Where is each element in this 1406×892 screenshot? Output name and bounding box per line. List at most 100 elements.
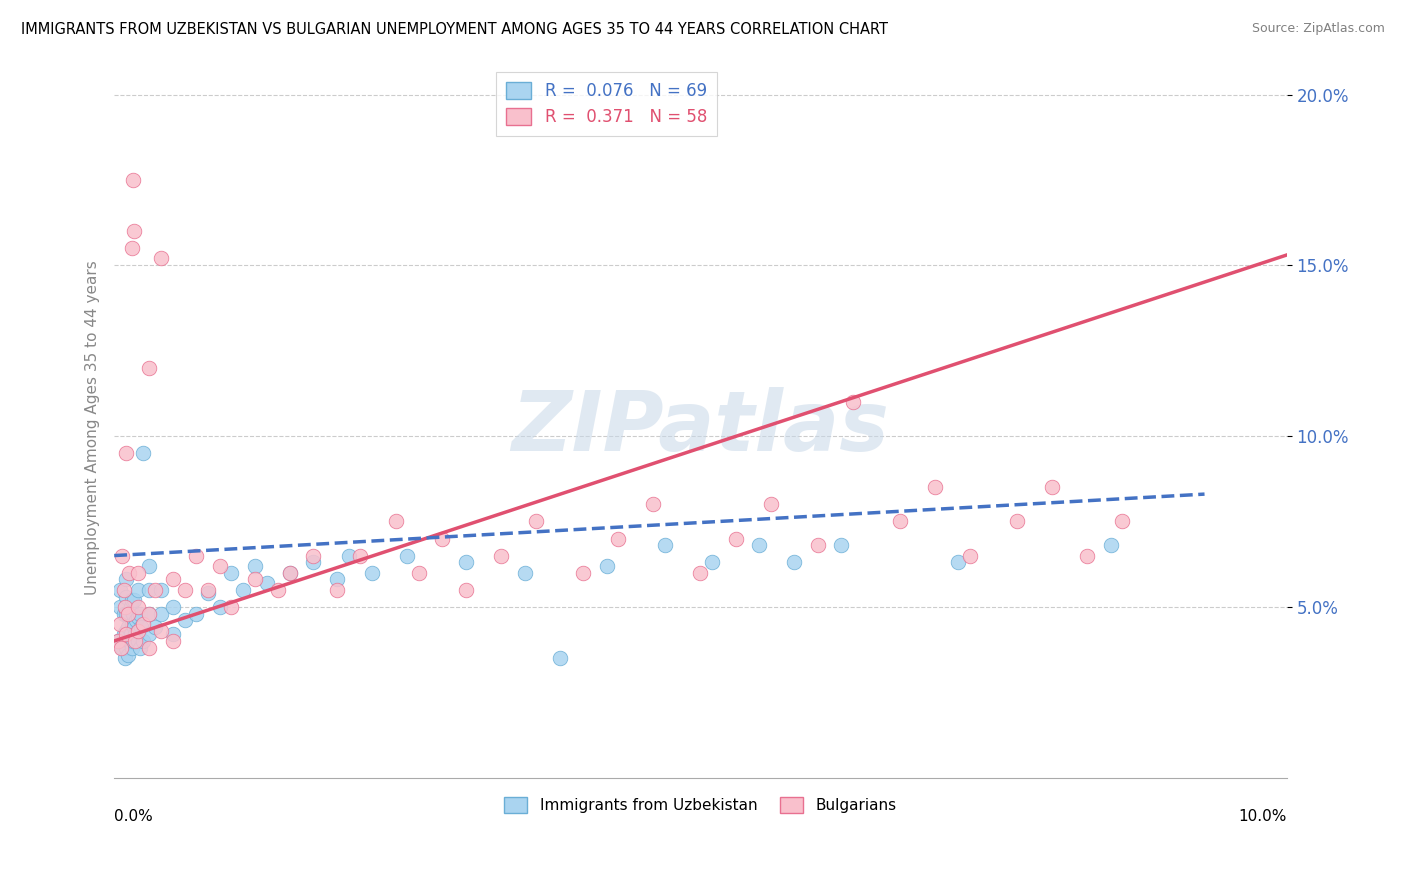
Point bbox=[118, 634, 141, 648]
Point bbox=[361, 566, 384, 580]
Point bbox=[959, 549, 981, 563]
Point bbox=[129, 640, 152, 655]
Point bbox=[150, 607, 173, 621]
Point bbox=[408, 566, 430, 580]
Point bbox=[1099, 538, 1122, 552]
Point bbox=[122, 173, 145, 187]
Point bbox=[118, 566, 141, 580]
Point bbox=[138, 558, 160, 573]
Point bbox=[122, 634, 145, 648]
Point bbox=[243, 573, 266, 587]
Point bbox=[489, 549, 512, 563]
Point bbox=[138, 627, 160, 641]
Point bbox=[107, 634, 129, 648]
Point bbox=[221, 566, 243, 580]
Point bbox=[111, 640, 134, 655]
Point bbox=[607, 532, 630, 546]
Point bbox=[654, 538, 676, 552]
Point bbox=[143, 582, 166, 597]
Point bbox=[115, 607, 138, 621]
Point bbox=[132, 446, 155, 460]
Point bbox=[118, 607, 141, 621]
Text: 0.0%: 0.0% bbox=[114, 809, 153, 824]
Y-axis label: Unemployment Among Ages 35 to 44 years: Unemployment Among Ages 35 to 44 years bbox=[86, 260, 100, 595]
Point bbox=[572, 566, 595, 580]
Point bbox=[132, 634, 155, 648]
Point bbox=[122, 593, 145, 607]
Point bbox=[150, 252, 173, 266]
Point bbox=[221, 599, 243, 614]
Point bbox=[115, 640, 138, 655]
Point bbox=[948, 556, 970, 570]
Point bbox=[748, 538, 770, 552]
Point bbox=[689, 566, 711, 580]
Point bbox=[108, 582, 131, 597]
Point bbox=[830, 538, 852, 552]
Point bbox=[1111, 515, 1133, 529]
Point bbox=[278, 566, 301, 580]
Point bbox=[924, 480, 946, 494]
Point bbox=[889, 515, 911, 529]
Point bbox=[115, 446, 138, 460]
Point bbox=[1040, 480, 1063, 494]
Point bbox=[454, 556, 477, 570]
Point bbox=[700, 556, 723, 570]
Point bbox=[208, 599, 231, 614]
Point bbox=[267, 582, 290, 597]
Point bbox=[162, 573, 184, 587]
Point bbox=[127, 610, 149, 624]
Point bbox=[132, 616, 155, 631]
Point bbox=[127, 599, 149, 614]
Point bbox=[197, 582, 219, 597]
Point bbox=[115, 590, 138, 604]
Point bbox=[127, 624, 149, 638]
Point bbox=[232, 582, 254, 597]
Point bbox=[162, 599, 184, 614]
Point bbox=[124, 634, 146, 648]
Point bbox=[115, 624, 138, 638]
Point bbox=[143, 620, 166, 634]
Point bbox=[302, 556, 325, 570]
Point bbox=[173, 614, 195, 628]
Point bbox=[121, 616, 143, 631]
Point bbox=[121, 241, 143, 255]
Point bbox=[842, 395, 865, 409]
Point bbox=[384, 515, 406, 529]
Point bbox=[117, 648, 139, 662]
Point bbox=[120, 599, 142, 614]
Point bbox=[138, 640, 160, 655]
Point bbox=[208, 558, 231, 573]
Point bbox=[1005, 515, 1028, 529]
Point bbox=[326, 582, 349, 597]
Point bbox=[513, 566, 536, 580]
Point bbox=[107, 634, 129, 648]
Point bbox=[1076, 549, 1098, 563]
Point bbox=[150, 582, 173, 597]
Point bbox=[595, 558, 617, 573]
Point bbox=[125, 614, 148, 628]
Point bbox=[759, 497, 782, 511]
Point bbox=[121, 593, 143, 607]
Point bbox=[127, 566, 149, 580]
Point bbox=[117, 607, 139, 621]
Text: ZIPatlas: ZIPatlas bbox=[512, 387, 890, 468]
Point bbox=[432, 532, 454, 546]
Text: Source: ZipAtlas.com: Source: ZipAtlas.com bbox=[1251, 22, 1385, 36]
Point bbox=[122, 607, 145, 621]
Point bbox=[124, 627, 146, 641]
Point bbox=[454, 582, 477, 597]
Point bbox=[548, 651, 571, 665]
Point bbox=[112, 582, 135, 597]
Text: IMMIGRANTS FROM UZBEKISTAN VS BULGARIAN UNEMPLOYMENT AMONG AGES 35 TO 44 YEARS C: IMMIGRANTS FROM UZBEKISTAN VS BULGARIAN … bbox=[21, 22, 889, 37]
Point bbox=[197, 586, 219, 600]
Point bbox=[724, 532, 747, 546]
Point bbox=[120, 627, 142, 641]
Point bbox=[117, 620, 139, 634]
Point bbox=[256, 575, 278, 590]
Point bbox=[110, 640, 132, 655]
Point bbox=[807, 538, 830, 552]
Point bbox=[150, 624, 173, 638]
Point bbox=[278, 566, 301, 580]
Point bbox=[524, 515, 547, 529]
Point bbox=[186, 607, 208, 621]
